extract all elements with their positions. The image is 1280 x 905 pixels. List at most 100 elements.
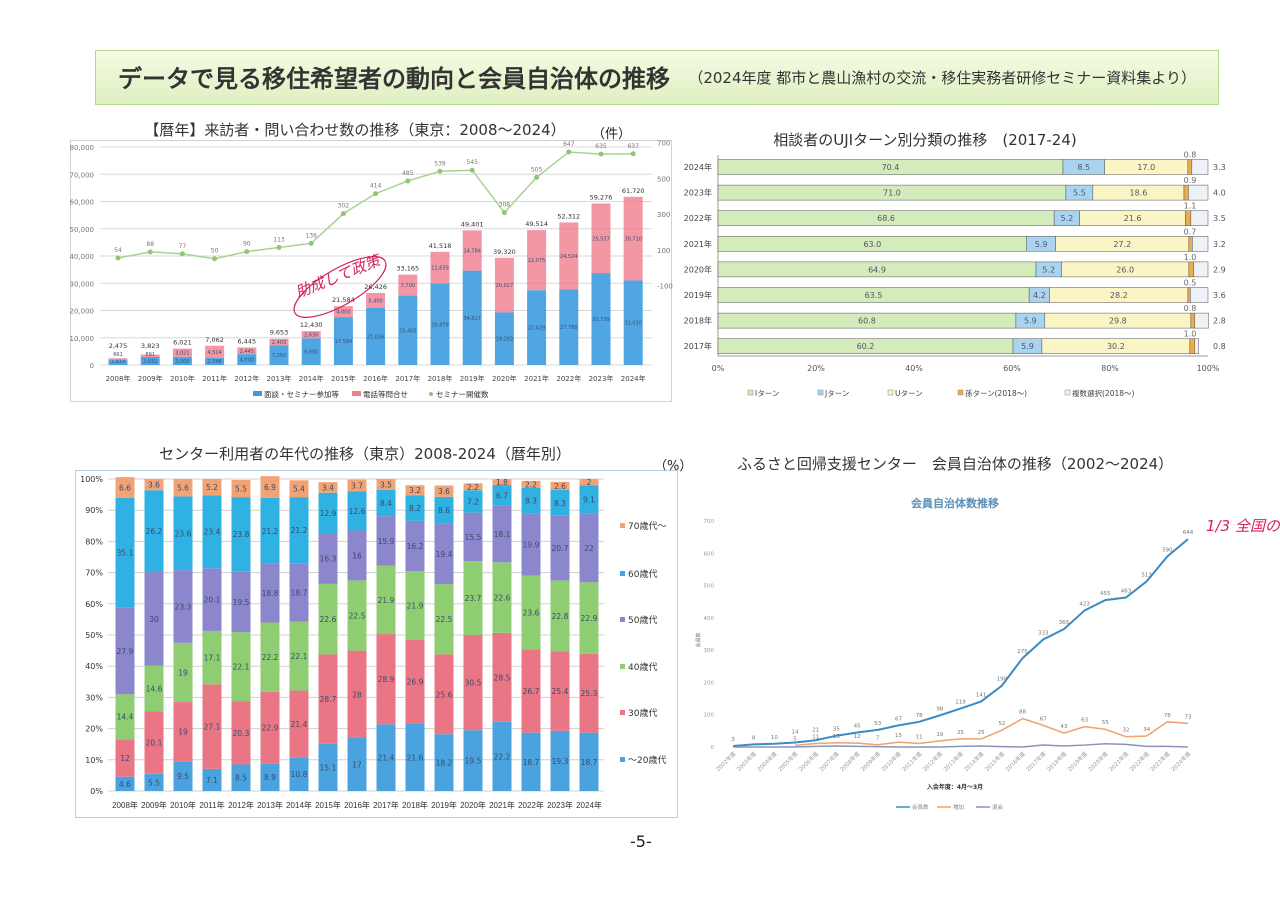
member-label: 8 [752,735,756,741]
bar-segment [492,721,512,791]
bar-segment [144,490,164,572]
bar-segment-label: 27,439 [528,326,546,332]
legend-label: Uターン [895,389,923,398]
bar-segment [521,487,541,514]
segment-label: 22.8 [552,612,569,621]
y-tick-label: 40% [85,662,103,671]
segment-label: 23.3 [175,602,192,611]
segment-label: 22.1 [233,663,250,672]
increase-label: 11 [812,734,819,740]
segment-label: 1.8 [496,478,508,487]
x-tick-label: 2016年 [363,374,388,383]
bar-segment [376,516,396,566]
bar-segment [289,563,309,622]
x-tick-label: 2012年 [234,374,259,383]
chart3-frame [75,470,678,818]
x-tick-label: 2011年 [199,800,224,810]
segment-label: 18.2 [436,759,453,768]
bar-segment-label: 4,000 [336,310,350,316]
bar-segment [550,730,570,791]
x-tick-label: 2013年 [257,800,283,810]
seminar-label: 113 [273,236,285,243]
increase-label: 25 [978,730,985,736]
segment-label: 23.6 [175,529,192,538]
bar-segment [550,481,570,490]
bar-visit [559,289,579,365]
y-tick-label: 2019年 [684,290,712,300]
bar-segment [115,694,135,740]
y-tick-label: 80,000 [70,144,95,152]
bar-segment-label: 2,932 [143,359,157,365]
x-tick-label: 80% [1101,364,1119,373]
bar-segment [289,480,309,498]
segment-label: 17.1 [204,654,221,663]
seminar-label: 414 [370,183,382,190]
bar-visit [108,360,128,365]
segment-label: 3.6 [148,481,160,490]
bar-segment-label: 11,639 [431,266,449,272]
segment-label: 27.2 [1113,240,1131,249]
segment-label: 63.0 [863,240,881,249]
segment-label: 21.2 [262,527,279,536]
y-tick-label: 2018年 [684,316,712,326]
seminar-point [212,256,218,262]
chart1-title: 【暦年】来訪者・問い合わせ数の推移（東京：2008〜2024） [144,121,566,139]
bar-segment-label: 30,710 [624,237,642,243]
bar-segment [521,575,541,650]
bar-segment [289,497,309,564]
bar-phone [237,347,257,355]
bar-segment [579,479,599,486]
chart4-title: 会員自治体数推移 [911,496,999,510]
x-tick-label: 2018年度 [1045,749,1069,773]
bar-segment [550,489,570,516]
legend-label: 退会 [992,803,1004,811]
bar-total-label: 59,276 [590,193,613,201]
bar-segment [434,584,454,655]
x-tick-label: 2024年 [621,374,646,383]
bar-segment-label: 27,788 [560,325,578,331]
bar-phone [623,196,643,281]
bar-visit [366,307,386,365]
member-label: 644 [1183,530,1194,536]
y2-tick-label: -100 [657,283,673,291]
segment-label: 63.5 [865,291,883,300]
segment-label: 6.6 [119,483,131,492]
bar-segment [405,571,425,640]
x-tick-label: 0% [712,364,725,373]
bar-segment-label: 20,027 [496,283,514,289]
bar-phone [205,345,225,359]
bar-total-label: 33,165 [396,265,419,273]
segment-label: 22.2 [494,752,511,761]
x-tick-label: 2017年 [395,374,420,383]
bar-segment [202,479,222,496]
y-tick-label: 700 [704,519,715,525]
bar-segment [376,724,396,791]
bar-segment [202,630,222,685]
seminar-label: 88 [146,241,154,248]
bar-total-label: 26,426 [364,283,387,291]
bar-segment [492,562,512,633]
multiple-label: 0.8 [1213,342,1226,351]
segment-label: 22.9 [581,614,598,623]
bar-segment [260,476,280,498]
x-tick-label: 2011年度 [900,749,924,773]
segment-label: 19 [178,668,188,677]
segment-label: 8.5 [1077,163,1090,172]
chart2-title: 相談者のUJIターン別分類の推移 (2017-24) [773,131,1077,149]
segment-label: 10.8 [291,770,308,779]
y-tick-label: 70% [85,569,103,578]
segment-label: 26.7 [523,687,540,696]
bar-segment [173,570,193,643]
segment-label: 20.1 [204,596,221,605]
seminar-label: 50 [211,248,219,255]
seminar-point [566,149,572,155]
y-tick-label: 20% [85,725,103,734]
segment-label: 14.6 [146,684,163,693]
y-tick-label: 2020年 [684,264,712,274]
segment-label: 19.5 [465,757,482,766]
bar-phone [333,306,353,318]
member-label: 141 [976,692,987,698]
bar-segment [376,489,396,517]
bar-segment-label: 3,000 [175,359,189,365]
increase-label: 7 [876,736,880,742]
